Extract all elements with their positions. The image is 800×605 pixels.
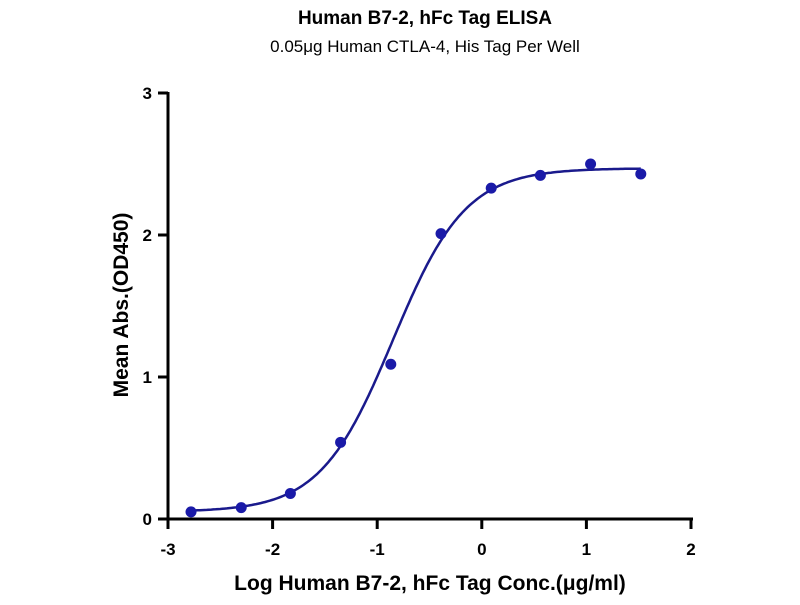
y-tick-label: 2 xyxy=(143,226,152,245)
data-point xyxy=(534,169,546,181)
data-point xyxy=(185,506,197,518)
y-tick-label: 0 xyxy=(143,510,152,529)
data-point xyxy=(635,168,647,180)
x-tick-label: -3 xyxy=(160,540,175,559)
data-point xyxy=(485,182,497,194)
data-point xyxy=(585,158,597,170)
x-tick-label: 0 xyxy=(477,540,486,559)
data-point xyxy=(335,436,347,448)
data-point xyxy=(284,487,296,499)
y-tick-label: 1 xyxy=(143,368,152,387)
fit-curve xyxy=(190,167,641,512)
y-tick-label: 3 xyxy=(143,84,152,103)
data-point xyxy=(235,502,247,514)
x-tick-label: 1 xyxy=(582,540,591,559)
x-tick-label: -2 xyxy=(265,540,280,559)
x-tick-label: 2 xyxy=(686,540,695,559)
chart-subtitle: 0.05μg Human CTLA-4, His Tag Per Well xyxy=(270,37,580,56)
chart-title: Human B7-2, hFc Tag ELISA xyxy=(298,8,552,29)
y-axis-label: Mean Abs.(OD450) xyxy=(110,213,133,398)
data-point xyxy=(385,358,397,370)
x-axis-label: Log Human B7-2, hFc Tag Conc.(μg/ml) xyxy=(234,572,626,595)
x-tick-label: -1 xyxy=(370,540,385,559)
data-point xyxy=(435,228,447,240)
